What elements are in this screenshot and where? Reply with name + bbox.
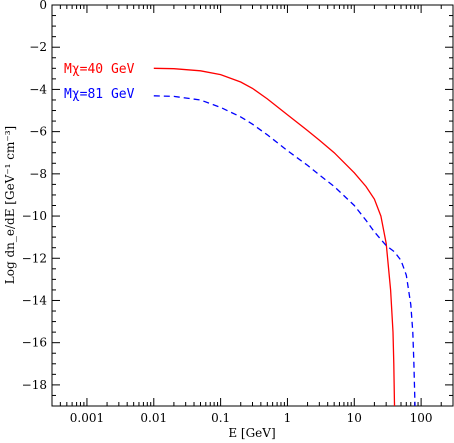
axis-ticks — [51, 4, 454, 407]
y-tick-label: −16 — [22, 336, 47, 350]
series-line-mx40 — [153, 67, 396, 407]
x-tick-label: 1 — [284, 411, 292, 425]
series-line-mx81 — [153, 95, 416, 407]
y-tick-label: −2 — [29, 40, 47, 54]
y-tick-label: −10 — [22, 209, 47, 223]
series-lines — [153, 67, 416, 407]
y-tick-label: −14 — [22, 293, 48, 307]
x-tick-label: 0.01 — [140, 411, 167, 425]
y-tick-label: 0 — [39, 0, 47, 12]
x-tick-label: 0.001 — [70, 411, 104, 425]
y-tick-label: −4 — [29, 82, 47, 96]
x-tick-label: 10 — [347, 411, 362, 425]
y-axis-label: Log dn_e/dE [GeV⁻¹ cm⁻³] — [3, 126, 17, 284]
x-tick-label: 0.1 — [211, 411, 230, 425]
y-tick-label: −6 — [29, 125, 47, 139]
legend-label-mx40: Mχ=40 GeV — [64, 62, 135, 77]
x-tick-label: 100 — [410, 411, 433, 425]
axis-tick-labels: 0.001 0.01 0.1 1 10 100 −18 −16 −14 −12 −10 −8 −6 −4 −… — [22, 0, 433, 425]
legend-label-mx81: Mχ=81 GeV — [64, 87, 135, 102]
y-tick-label: −12 — [22, 251, 47, 265]
x-axis-label: E [GeV] — [228, 426, 275, 440]
y-tick-label: −8 — [29, 167, 47, 181]
y-tick-label: −18 — [22, 378, 47, 392]
